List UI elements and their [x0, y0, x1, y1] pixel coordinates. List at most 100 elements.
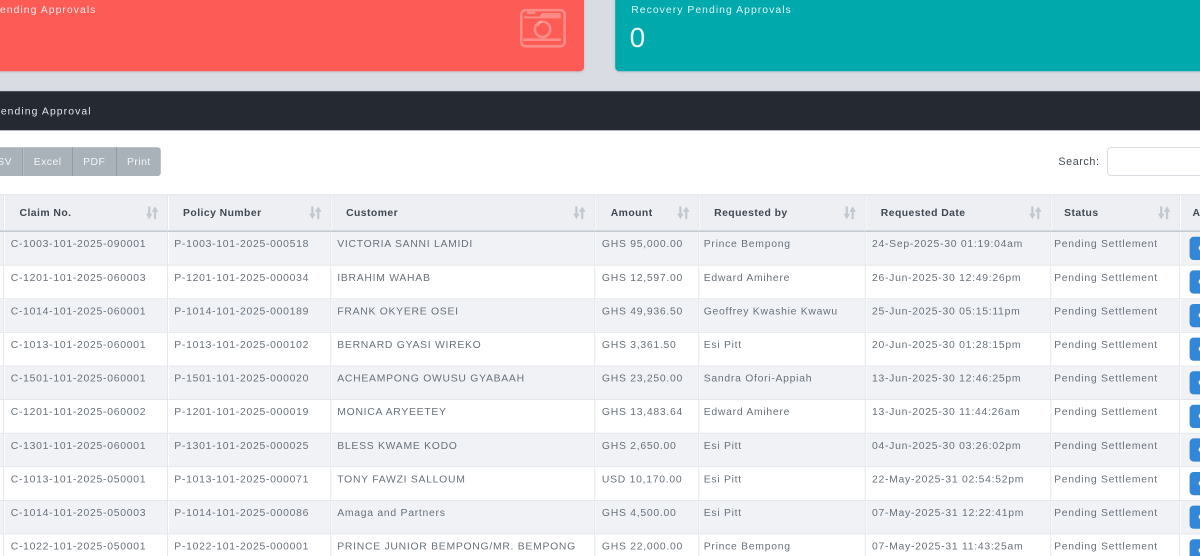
row-cell: C-1301-101-2025-060001	[3, 433, 168, 468]
row-cell: GHS 13,483.64	[594, 400, 699, 434]
row-cell: Pending Settlement	[1050, 433, 1179, 468]
column-header-policy-number[interactable]: Policy Number	[167, 194, 331, 233]
table-row: C-1014-101-2025-060001 P-1014-101-2025-00…	[0, 299, 1200, 333]
row-cell-empty	[0, 534, 4, 556]
view-claim-button[interactable]	[1189, 303, 1200, 327]
row-cell-empty	[0, 400, 4, 434]
table-row: C-1003-101-2025-090001 P-1003-101-2025-00…	[0, 232, 1200, 266]
row-cell: Pending Settlement	[1050, 400, 1179, 434]
row-cell: 07-May-2025-31 11:43:25am	[864, 534, 1051, 556]
view-claim-button[interactable]	[1189, 236, 1200, 260]
table-row: C-1501-101-2025-060001 P-1501-101-2025-00…	[0, 366, 1200, 401]
table-row: C-1201-101-2025-060003 P-1201-101-2025-00…	[0, 265, 1200, 300]
column-label: Requested by	[714, 206, 788, 219]
row-cell: Edward Amihere	[698, 400, 865, 434]
search-label: Search:	[1058, 155, 1100, 167]
row-cell-action	[1178, 534, 1200, 556]
row-cell: C-1201-101-2025-060002	[3, 400, 168, 434]
view-claim-button[interactable]	[1189, 270, 1200, 294]
row-cell-action	[1178, 467, 1200, 501]
row-cell: C-1022-101-2025-050001	[3, 534, 168, 556]
row-cell-action	[1178, 299, 1200, 333]
row-cell: C-1014-101-2025-050003	[3, 501, 168, 535]
panel-title: Pending Approval	[0, 104, 92, 117]
row-cell: C-1003-101-2025-090001	[3, 232, 168, 266]
column-header-requested-date[interactable]: Requested Date	[864, 194, 1051, 233]
export-print-button[interactable]: Print	[116, 147, 162, 176]
export-excel-button[interactable]: Excel	[23, 147, 73, 176]
column-label: Requested Date	[880, 206, 966, 219]
row-cell: P-1013-101-2025-000102	[167, 333, 331, 367]
column-header-empty	[0, 194, 4, 233]
export-pdf-button[interactable]: PDF	[72, 147, 117, 176]
row-cell: GHS 3,361.50	[594, 333, 699, 367]
table-body: C-1003-101-2025-090001 P-1003-101-2025-00…	[0, 232, 1200, 556]
view-claim-button[interactable]	[1189, 404, 1200, 428]
row-cell-empty	[0, 333, 4, 367]
row-cell: Esi Pitt	[698, 501, 865, 535]
row-cell: BERNARD GYASI WIREKO	[330, 333, 595, 367]
row-cell-empty	[0, 265, 4, 300]
view-claim-button[interactable]	[1189, 337, 1200, 361]
export-button-group: CSVExcelPDFPrint	[0, 147, 162, 176]
view-claim-button[interactable]	[1189, 539, 1200, 556]
row-cell: 13-Jun-2025-30 11:44:26am	[864, 400, 1051, 434]
search-input[interactable]	[1107, 147, 1200, 176]
row-cell-empty	[0, 299, 4, 333]
row-cell-empty	[0, 433, 4, 468]
recovery-pending-approvals-card: Recovery Pending Approvals 0	[615, 0, 1200, 72]
row-cell: P-1013-101-2025-000071	[167, 467, 331, 501]
view-claim-button[interactable]	[1189, 471, 1200, 495]
row-cell: Pending Settlement	[1050, 299, 1179, 333]
row-cell-empty	[0, 366, 4, 401]
column-header-requested-by[interactable]: Requested by	[698, 194, 865, 233]
row-cell: C-1013-101-2025-060001	[3, 333, 168, 367]
row-cell: P-1003-101-2025-000518	[167, 232, 331, 266]
row-cell: Amaga and Partners	[330, 501, 595, 535]
row-cell: C-1014-101-2025-060001	[3, 299, 168, 333]
sort-icon	[1157, 206, 1170, 220]
column-header-status[interactable]: Status	[1050, 194, 1179, 233]
row-cell: MONICA ARYEETEY	[330, 400, 595, 434]
column-label: Amount	[610, 206, 653, 219]
row-cell: 24-Sep-2025-30 01:19:04am	[864, 232, 1051, 266]
row-cell: 20-Jun-2025-30 01:28:15pm	[864, 333, 1051, 367]
row-cell-action	[1178, 265, 1200, 300]
row-cell-action	[1178, 433, 1200, 468]
column-label: Status	[1064, 206, 1099, 219]
row-cell: GHS 49,936.50	[594, 299, 699, 333]
row-cell: Esi Pitt	[698, 333, 865, 367]
sort-icon	[1029, 206, 1042, 220]
panel-body: CSVExcelPDFPrint Search: Claim No. Policy…	[0, 130, 1200, 556]
sort-icon	[843, 206, 856, 220]
column-header-amount[interactable]: Amount	[594, 194, 699, 233]
row-cell: Pending Settlement	[1050, 534, 1179, 556]
row-cell: 07-May-2025-31 12:22:41pm	[864, 501, 1051, 535]
row-cell-action	[1178, 232, 1200, 266]
row-cell: TONY FAWZI SALLOUM	[330, 467, 595, 501]
view-claim-button[interactable]	[1189, 438, 1200, 462]
row-cell-empty	[0, 501, 4, 535]
claims-table: Claim No. Policy Number Customer Amount Requ…	[0, 194, 1200, 556]
export-csv-button[interactable]: CSV	[0, 147, 24, 176]
table-row: C-1301-101-2025-060001 P-1301-101-2025-00…	[0, 433, 1200, 468]
sort-icon	[308, 206, 322, 220]
table-row: C-1013-101-2025-050001 P-1013-101-2025-00…	[0, 467, 1200, 501]
pending-approval-panel: Pending Approval CSVExcelPDFPrint Search…	[0, 91, 1200, 556]
column-header-customer[interactable]: Customer	[330, 194, 595, 233]
view-claim-button[interactable]	[1189, 505, 1200, 529]
table-header: Claim No. Policy Number Customer Amount Requ…	[0, 194, 1200, 233]
row-cell: Pending Settlement	[1050, 501, 1179, 535]
column-label: Action	[1192, 206, 1200, 219]
view-claim-button[interactable]	[1189, 371, 1200, 395]
column-header-claim-no-[interactable]: Claim No.	[3, 194, 168, 233]
row-cell: GHS 2,650.00	[594, 433, 699, 468]
table-row: C-1022-101-2025-050001 P-1022-101-2025-00…	[0, 534, 1200, 556]
row-cell-action	[1178, 501, 1200, 535]
row-cell: USD 10,170.00	[594, 467, 699, 501]
row-cell: Sandra Ofori-Appiah	[698, 366, 865, 401]
row-cell-action	[1178, 366, 1200, 401]
row-cell: Pending Settlement	[1050, 265, 1179, 300]
row-cell: P-1301-101-2025-000025	[167, 433, 331, 468]
